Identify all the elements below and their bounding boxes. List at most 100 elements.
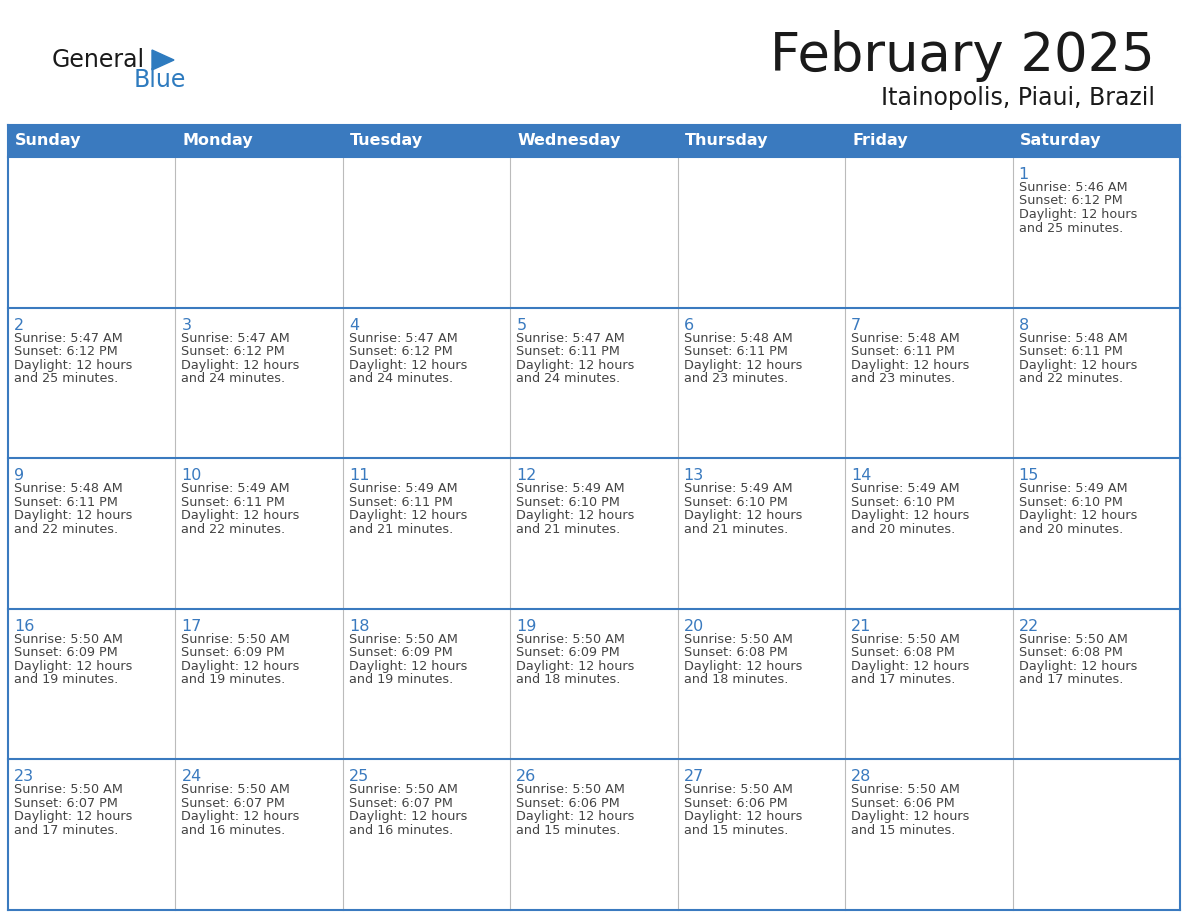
Text: Sunset: 6:11 PM: Sunset: 6:11 PM (1018, 345, 1123, 358)
Text: Sunset: 6:08 PM: Sunset: 6:08 PM (684, 646, 788, 659)
Bar (8, 157, 1180, 308)
Text: 14: 14 (851, 468, 872, 483)
Text: and 18 minutes.: and 18 minutes. (684, 673, 788, 687)
Text: Sunset: 6:06 PM: Sunset: 6:06 PM (517, 797, 620, 810)
Text: Sunset: 6:11 PM: Sunset: 6:11 PM (851, 345, 955, 358)
Text: Daylight: 12 hours: Daylight: 12 hours (517, 811, 634, 823)
Text: Daylight: 12 hours: Daylight: 12 hours (517, 359, 634, 372)
Text: Daylight: 12 hours: Daylight: 12 hours (182, 660, 299, 673)
Text: Daylight: 12 hours: Daylight: 12 hours (349, 509, 467, 522)
Text: and 20 minutes.: and 20 minutes. (1018, 522, 1123, 536)
Text: and 24 minutes.: and 24 minutes. (517, 372, 620, 385)
Text: Sunrise: 5:49 AM: Sunrise: 5:49 AM (684, 482, 792, 495)
Text: Daylight: 12 hours: Daylight: 12 hours (182, 509, 299, 522)
Text: Sunset: 6:10 PM: Sunset: 6:10 PM (1018, 496, 1123, 509)
Polygon shape (152, 50, 173, 70)
Text: Sunset: 6:06 PM: Sunset: 6:06 PM (684, 797, 788, 810)
Text: Sunrise: 5:49 AM: Sunrise: 5:49 AM (851, 482, 960, 495)
Text: and 15 minutes.: and 15 minutes. (851, 823, 955, 837)
Bar (8, 458, 1180, 609)
Text: Daylight: 12 hours: Daylight: 12 hours (14, 811, 132, 823)
Text: Sunrise: 5:50 AM: Sunrise: 5:50 AM (851, 783, 960, 797)
Text: Sunrise: 5:50 AM: Sunrise: 5:50 AM (14, 633, 122, 645)
Text: 17: 17 (182, 619, 202, 633)
Text: Daylight: 12 hours: Daylight: 12 hours (517, 509, 634, 522)
Text: Sunset: 6:11 PM: Sunset: 6:11 PM (14, 496, 118, 509)
Text: Sunset: 6:11 PM: Sunset: 6:11 PM (684, 345, 788, 358)
Text: 28: 28 (851, 769, 872, 784)
Text: Sunset: 6:10 PM: Sunset: 6:10 PM (684, 496, 788, 509)
Text: Sunrise: 5:48 AM: Sunrise: 5:48 AM (1018, 331, 1127, 344)
Text: Friday: Friday (852, 133, 908, 149)
Text: and 16 minutes.: and 16 minutes. (182, 823, 285, 837)
Text: 19: 19 (517, 619, 537, 633)
Text: General: General (52, 48, 145, 72)
Bar (8, 125, 1180, 157)
Text: Sunrise: 5:47 AM: Sunrise: 5:47 AM (14, 331, 122, 344)
Text: Sunset: 6:11 PM: Sunset: 6:11 PM (349, 496, 453, 509)
Text: Sunrise: 5:47 AM: Sunrise: 5:47 AM (349, 331, 457, 344)
Text: Sunrise: 5:49 AM: Sunrise: 5:49 AM (349, 482, 457, 495)
Text: 23: 23 (14, 769, 34, 784)
Text: Sunrise: 5:49 AM: Sunrise: 5:49 AM (1018, 482, 1127, 495)
Text: Sunset: 6:10 PM: Sunset: 6:10 PM (517, 496, 620, 509)
Text: Tuesday: Tuesday (349, 133, 423, 149)
Text: Daylight: 12 hours: Daylight: 12 hours (684, 811, 802, 823)
Text: Thursday: Thursday (684, 133, 769, 149)
Text: 3: 3 (182, 318, 191, 332)
Text: Monday: Monday (183, 133, 253, 149)
Text: 21: 21 (851, 619, 872, 633)
Text: 1: 1 (1018, 167, 1029, 182)
Text: 10: 10 (182, 468, 202, 483)
Text: Sunrise: 5:47 AM: Sunrise: 5:47 AM (182, 331, 290, 344)
Text: Sunrise: 5:50 AM: Sunrise: 5:50 AM (182, 633, 290, 645)
Text: Blue: Blue (134, 68, 187, 92)
Text: Sunrise: 5:50 AM: Sunrise: 5:50 AM (14, 783, 122, 797)
Text: and 24 minutes.: and 24 minutes. (349, 372, 453, 385)
Text: Daylight: 12 hours: Daylight: 12 hours (349, 660, 467, 673)
Text: 7: 7 (851, 318, 861, 332)
Text: 12: 12 (517, 468, 537, 483)
Text: Daylight: 12 hours: Daylight: 12 hours (851, 359, 969, 372)
Text: Sunset: 6:09 PM: Sunset: 6:09 PM (517, 646, 620, 659)
Text: Daylight: 12 hours: Daylight: 12 hours (1018, 208, 1137, 221)
Text: Sunrise: 5:50 AM: Sunrise: 5:50 AM (517, 633, 625, 645)
Text: 4: 4 (349, 318, 359, 332)
Text: and 17 minutes.: and 17 minutes. (14, 823, 119, 837)
Text: Sunset: 6:06 PM: Sunset: 6:06 PM (851, 797, 955, 810)
Text: Itainopolis, Piaui, Brazil: Itainopolis, Piaui, Brazil (881, 86, 1155, 110)
Text: Sunrise: 5:48 AM: Sunrise: 5:48 AM (684, 331, 792, 344)
Text: Sunrise: 5:49 AM: Sunrise: 5:49 AM (517, 482, 625, 495)
Text: Sunrise: 5:46 AM: Sunrise: 5:46 AM (1018, 181, 1127, 194)
Text: and 20 minutes.: and 20 minutes. (851, 522, 955, 536)
Text: and 17 minutes.: and 17 minutes. (1018, 673, 1123, 687)
Text: Daylight: 12 hours: Daylight: 12 hours (684, 660, 802, 673)
Text: Daylight: 12 hours: Daylight: 12 hours (1018, 660, 1137, 673)
Text: Daylight: 12 hours: Daylight: 12 hours (14, 359, 132, 372)
Text: and 19 minutes.: and 19 minutes. (14, 673, 119, 687)
Text: Sunrise: 5:50 AM: Sunrise: 5:50 AM (182, 783, 290, 797)
Text: Sunrise: 5:50 AM: Sunrise: 5:50 AM (349, 783, 457, 797)
Text: 6: 6 (684, 318, 694, 332)
Text: 20: 20 (684, 619, 704, 633)
Text: Sunset: 6:10 PM: Sunset: 6:10 PM (851, 496, 955, 509)
Text: 26: 26 (517, 769, 537, 784)
Text: Daylight: 12 hours: Daylight: 12 hours (1018, 509, 1137, 522)
Text: Sunset: 6:07 PM: Sunset: 6:07 PM (14, 797, 118, 810)
Text: Sunset: 6:12 PM: Sunset: 6:12 PM (14, 345, 118, 358)
Text: and 21 minutes.: and 21 minutes. (349, 522, 453, 536)
Text: and 15 minutes.: and 15 minutes. (684, 823, 788, 837)
Text: Daylight: 12 hours: Daylight: 12 hours (684, 359, 802, 372)
Text: Sunset: 6:11 PM: Sunset: 6:11 PM (182, 496, 285, 509)
Text: Sunday: Sunday (15, 133, 82, 149)
Bar (8, 308, 1180, 458)
Text: 24: 24 (182, 769, 202, 784)
Text: Sunrise: 5:50 AM: Sunrise: 5:50 AM (851, 633, 960, 645)
Text: 8: 8 (1018, 318, 1029, 332)
Text: Daylight: 12 hours: Daylight: 12 hours (851, 509, 969, 522)
Text: Sunset: 6:07 PM: Sunset: 6:07 PM (182, 797, 285, 810)
Text: and 23 minutes.: and 23 minutes. (851, 372, 955, 385)
Text: Daylight: 12 hours: Daylight: 12 hours (1018, 359, 1137, 372)
Text: Sunset: 6:08 PM: Sunset: 6:08 PM (1018, 646, 1123, 659)
Text: Sunset: 6:09 PM: Sunset: 6:09 PM (349, 646, 453, 659)
